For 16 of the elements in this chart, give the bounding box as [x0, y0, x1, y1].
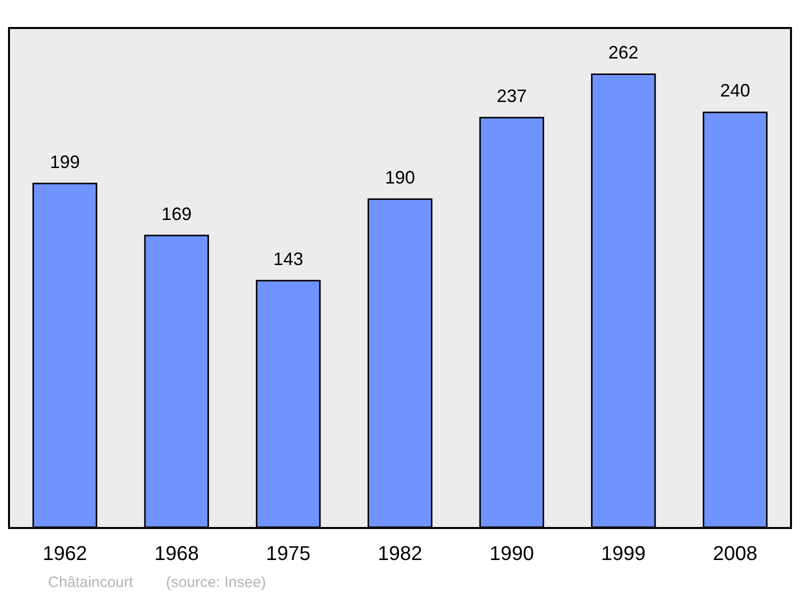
x-tick-label: 2008: [712, 543, 758, 565]
text: Châtaincourt: [48, 574, 134, 591]
data-label: 262: [608, 42, 638, 62]
x-tick-label: 1968: [154, 543, 199, 565]
x-tick-label: 1990: [489, 543, 534, 565]
data-label: 237: [496, 86, 527, 106]
data-label: 143: [273, 248, 304, 269]
x-tick-label: 1962: [42, 543, 88, 565]
data-label: 169: [162, 204, 192, 224]
x-tick-label: 1975: [266, 543, 311, 565]
x-tick-label: 1999: [601, 543, 646, 565]
data-label: 240: [720, 80, 750, 101]
data-label: 190: [384, 167, 416, 188]
x-tick-label: 1982: [378, 543, 422, 565]
text: (source: Insee): [166, 574, 266, 591]
data-label: 199: [50, 152, 80, 172]
